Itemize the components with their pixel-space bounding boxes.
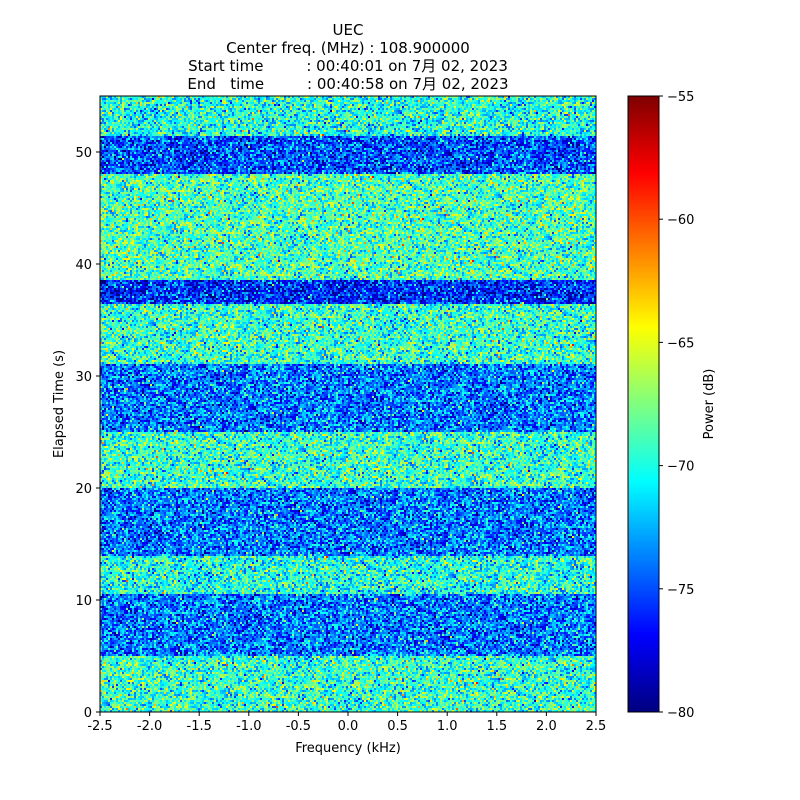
x-tick-label: -2.0 (137, 719, 162, 734)
colorbar-tick-label: −70 (667, 460, 694, 475)
x-tick-label: -0.5 (286, 719, 311, 734)
y-tick-label: 20 (75, 482, 92, 497)
plot-frame (99, 95, 597, 713)
chart-title: UEC (332, 21, 364, 39)
y-axis-label: Elapsed Time (s) (52, 350, 67, 458)
spectrogram-heatmap (100, 96, 596, 712)
colorbar-label: Power (dB) (702, 369, 717, 440)
x-tick-label: -2.5 (87, 719, 112, 734)
x-tick-label: 1.5 (486, 719, 507, 734)
colorbar-ticks: −80 −75 −70 −65 −60 −55 (659, 90, 694, 721)
colorbar-gradient (628, 96, 659, 712)
y-axis-ticks: 0 10 20 30 40 50 (75, 146, 100, 721)
x-tick-label: 0.5 (387, 719, 408, 734)
y-tick-label: 10 (75, 594, 92, 609)
colorbar-tick-label: −55 (667, 90, 694, 105)
x-axis-label: Frequency (kHz) (295, 741, 401, 756)
x-tick-label: 2.5 (586, 719, 607, 734)
colorbar-tick-label: −60 (667, 213, 694, 228)
x-tick-label: -1.0 (236, 719, 261, 734)
chart-subtitle-center-freq: Center freq. (MHz) : 108.900000 (226, 39, 470, 57)
x-tick-label: 1.0 (437, 719, 458, 734)
colorbar-frame (627, 95, 660, 713)
colorbar-tick-label: −80 (667, 706, 694, 721)
chart-subtitle-start-time: Start time : 00:40:01 on 7月 02, 2023 (188, 57, 508, 75)
y-tick-label: 40 (75, 258, 92, 273)
x-tick-label: 2.0 (536, 719, 557, 734)
y-tick-label: 0 (84, 706, 92, 721)
x-axis-ticks: -2.5 -2.0 -1.5 -1.0 -0.5 0.0 0.5 1.0 1.5 2.0 2.5 (87, 712, 606, 734)
colorbar-tick-label: −65 (667, 336, 694, 351)
x-tick-label: -1.5 (187, 719, 212, 734)
y-tick-label: 50 (75, 146, 92, 161)
x-tick-label: 0.0 (338, 719, 359, 734)
y-tick-label: 30 (75, 370, 92, 385)
chart-subtitle-end-time: End time : 00:40:58 on 7月 02, 2023 (187, 75, 509, 93)
colorbar-tick-label: −75 (667, 583, 694, 598)
